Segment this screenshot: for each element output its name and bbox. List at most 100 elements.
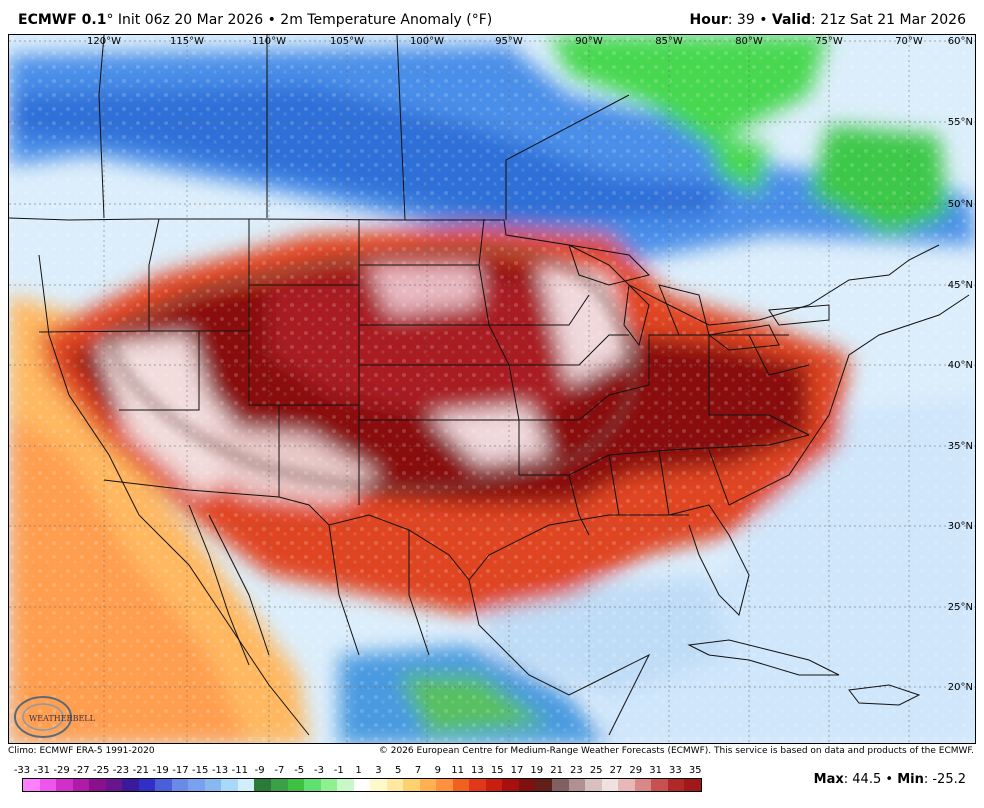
scale-swatch	[287, 779, 305, 791]
scale-swatch	[419, 779, 437, 791]
min-label: Min	[897, 772, 924, 787]
map-panel[interactable]: 120°W 115°W 110°W 105°W 100°W 95°W 90°W …	[8, 34, 976, 744]
lon-label: 85°W	[655, 36, 683, 47]
lon-label: 120°W	[87, 36, 121, 47]
scale-tick-label: 25	[589, 765, 603, 776]
max-value: : 44.5	[843, 772, 882, 787]
scale-swatch	[270, 779, 288, 791]
scale-swatch	[651, 779, 668, 791]
scale-swatch	[370, 779, 387, 791]
scale-tick-label: -15	[192, 765, 209, 776]
scale-tick-label: 3	[375, 765, 382, 776]
scale-swatch	[105, 779, 123, 791]
scale-swatch	[552, 779, 569, 791]
scale-tick-label: -7	[274, 765, 285, 776]
scale-swatch	[535, 779, 552, 791]
max-label: Max	[813, 772, 844, 787]
weatherbell-logo: WEATHERBELL	[14, 696, 96, 738]
title-bullet: •	[267, 12, 276, 28]
scale-tick-label: -1	[333, 765, 344, 776]
scale-swatch	[436, 779, 453, 791]
scale-swatch	[221, 779, 238, 791]
scale-tick-label: 11	[451, 765, 464, 776]
scale-tick-label: 21	[550, 765, 563, 776]
scale-swatch	[585, 779, 602, 791]
scale-tick-label: -31	[33, 765, 50, 776]
valid-bullet: •	[759, 12, 768, 28]
scale-swatch	[171, 779, 189, 791]
hour-value: : 39	[727, 12, 755, 28]
lat-label: 30°N	[948, 521, 973, 532]
valid-label: Valid	[771, 12, 812, 28]
lon-label: 90°W	[575, 36, 603, 47]
scale-tick-label: 27	[609, 765, 623, 776]
scale-swatch	[386, 779, 404, 791]
scale-swatch	[89, 779, 106, 791]
scale-swatch	[237, 779, 255, 791]
copyright-note: © 2026 European Centre for Medium-Range …	[378, 746, 974, 756]
scale-swatch	[353, 779, 371, 791]
color-scale-bar	[22, 778, 702, 792]
scale-tick-label: -3	[314, 765, 324, 776]
scale-tick-label: -29	[53, 765, 70, 776]
lon-label: 95°W	[495, 36, 523, 47]
lon-label: 75°W	[815, 36, 843, 47]
scale-swatch	[204, 779, 222, 791]
scale-swatch	[452, 779, 470, 791]
lat-label: 45°N	[948, 280, 973, 291]
scale-swatch	[485, 779, 503, 791]
scale-swatch	[502, 779, 519, 791]
map-title: ECMWF 0.1° Init 06z 20 Mar 2026 • 2m Tem…	[18, 12, 492, 28]
scale-tick-label: -11	[231, 765, 248, 776]
scale-tick-label: 29	[629, 765, 643, 776]
latitude-labels: 60°N 55°N 50°N 45°N 40°N 35°N 30°N 25°N …	[948, 36, 973, 693]
scale-tick-label: -23	[112, 765, 130, 776]
scale-swatch	[684, 779, 701, 791]
valid-value: : 21z Sat 21 Mar 2026	[811, 12, 966, 28]
scale-tick-label: -13	[211, 765, 229, 776]
graticule	[9, 35, 975, 743]
hour-label: Hour	[689, 12, 728, 28]
scale-swatch	[72, 779, 90, 791]
min-value: : -25.2	[923, 772, 966, 787]
scale-tick-labels: -33 -31 -29 -27 -25 -23 -21 -19 -17 -15 -13 -11 -9 -7…	[10, 765, 710, 777]
scale-swatch	[667, 779, 685, 791]
init-time: Init 06z 20 Mar 2026	[117, 12, 264, 28]
lon-label: 110°W	[252, 36, 286, 47]
lat-label: 50°N	[948, 199, 973, 210]
scale-tick-label: 13	[471, 765, 484, 776]
scale-tick-label: 7	[414, 765, 422, 776]
scale-swatch	[304, 779, 321, 791]
valid-info: Hour: 39 • Valid: 21z Sat 21 Mar 2026	[690, 12, 966, 28]
scale-swatch	[138, 779, 156, 791]
scale-tick-label: 35	[688, 765, 702, 776]
field-name: 2m Temperature Anomaly (°F)	[280, 12, 493, 28]
scale-tick-label: 31	[649, 765, 662, 776]
lat-label: 40°N	[948, 360, 973, 371]
climo-note: Climo: ECMWF ERA-5 1991-2020	[8, 746, 155, 756]
lat-label: 25°N	[948, 602, 973, 613]
scale-tick-label: 5	[395, 765, 402, 776]
lat-label: 55°N	[948, 117, 973, 128]
scale-tick-label: -19	[152, 765, 169, 776]
anomaly-map[interactable]: 120°W 115°W 110°W 105°W 100°W 95°W 90°W …	[9, 35, 976, 744]
scale-swatch	[403, 779, 420, 791]
maxmin-bullet: •	[885, 772, 894, 787]
logo-text: WEATHERBELL	[29, 714, 96, 723]
lon-label: 70°W	[895, 36, 923, 47]
lon-label: 80°W	[735, 36, 763, 47]
max-min-readout: Max: 44.5 • Min: -25.2	[814, 772, 966, 787]
political-borders	[9, 35, 970, 736]
scale-swatch	[469, 779, 486, 791]
scale-swatch	[618, 779, 635, 791]
scale-swatch	[56, 779, 73, 791]
scale-swatch	[23, 779, 40, 791]
scale-swatch	[155, 779, 172, 791]
scale-tick-label: -25	[93, 765, 110, 776]
scale-tick-label: -33	[13, 765, 31, 776]
lon-label: 115°W	[170, 36, 204, 47]
scale-swatch	[601, 779, 619, 791]
lat-label: 60°N	[948, 36, 973, 47]
lon-label: 100°W	[410, 36, 444, 47]
model-name: ECMWF 0.1	[18, 12, 107, 28]
